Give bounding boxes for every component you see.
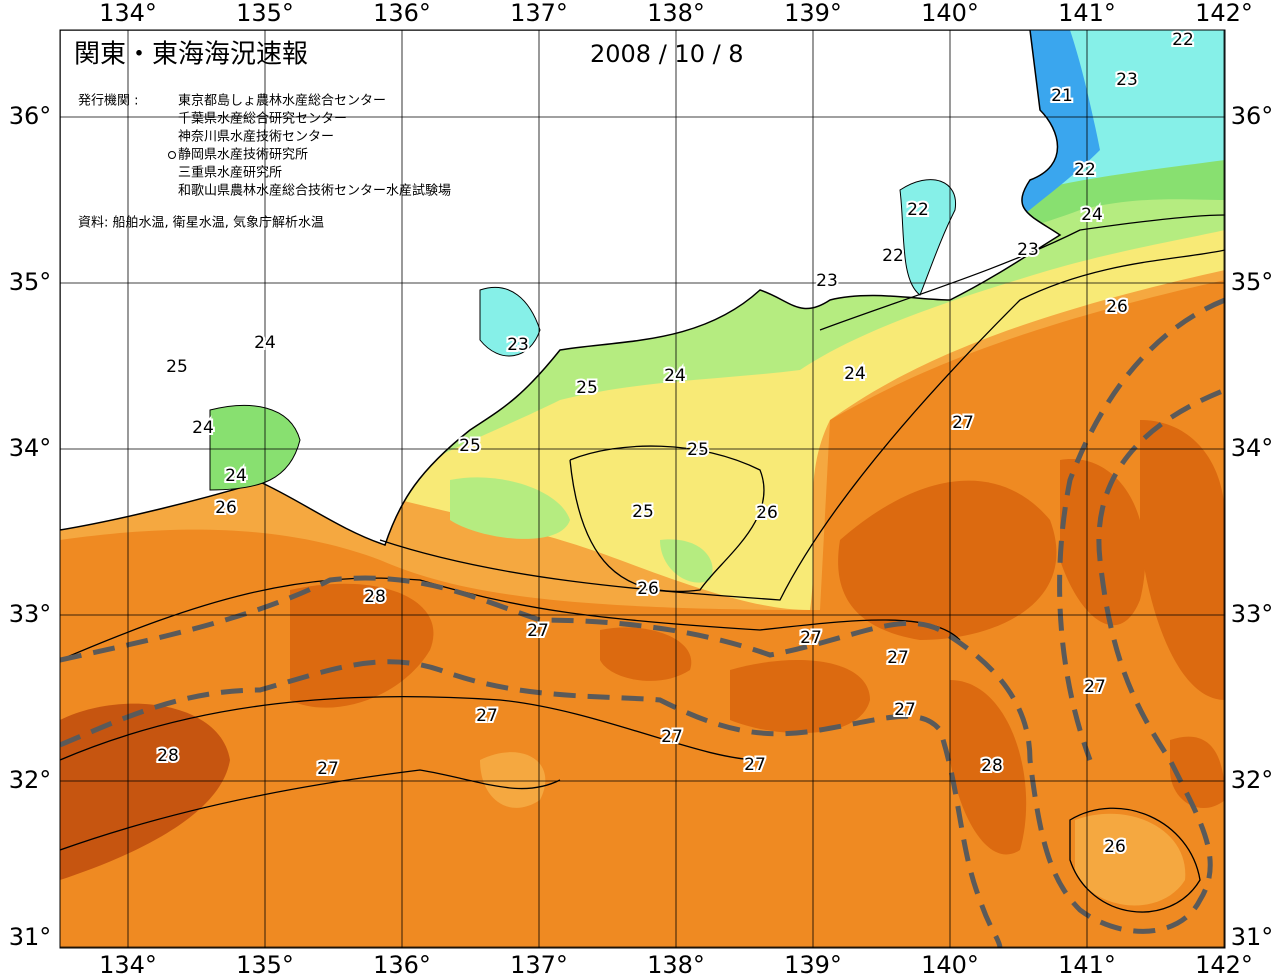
contour-label: 22 [907,200,929,220]
kuroshio-fronts [60,297,1225,948]
lon-tick-label: 137° [510,951,568,979]
lon-tick-label: 136° [373,0,431,27]
lon-tick-label: 141° [1058,0,1116,27]
contour-label: 21 [1051,86,1073,106]
contour-label: 26 [756,503,778,523]
contour-label: 23 [816,271,838,291]
lon-tick-label: 140° [921,0,979,27]
lat-tick-label: 34° [1231,434,1274,462]
publisher: 和歌山県農林水産総合技術センター水産試験場 [178,183,451,199]
axis-ticks: 134° 134° 135° 135° 136° 136° 137° 137° 138° 138°… [9,0,1274,979]
contour-label: 26 [215,498,237,518]
contour-label: 27 [1084,677,1106,697]
map-frame [59,29,1226,949]
contours [60,214,1225,913]
lon-tick-label: 140° [921,951,979,979]
lat-tick-label: 35° [9,268,52,296]
contour-label: 23 [1017,240,1039,260]
lon-tick-label: 135° [236,951,294,979]
contour-label: 24 [225,466,247,486]
contour-label: 25 [166,357,188,377]
warm-patches [60,420,1225,880]
lon-tick-label: 134° [99,951,157,979]
contour-labels: 22 23 21 22 24 23 22 22 23 26 24 25 23 24 24 25 24 27 25 25… [155,28,1196,859]
lat-tick-label: 36° [9,102,52,130]
contour-label: 25 [459,436,481,456]
contour-label: 27 [894,700,916,720]
lon-tick-label: 139° [784,0,842,27]
title: 関東・東海海況速報 [74,40,308,70]
contour-label: 25 [576,378,598,398]
lat-tick-label: 34° [9,434,52,462]
lat-tick-label: 33° [1231,600,1274,628]
tokyo-bay [899,179,956,296]
contour-label: 26 [1104,837,1126,857]
green-patch [660,539,713,583]
lat-tick-label: 32° [9,766,52,794]
contour-label: 27 [317,759,339,779]
lat-tick-label: 35° [1231,268,1274,296]
contour-label: 27 [661,727,683,747]
lat-tick-label: 33° [9,600,52,628]
contour-label: 25 [632,502,654,522]
contour-label: 22 [1074,160,1096,180]
contour-label: 27 [744,755,766,775]
contour-label: 28 [981,756,1003,776]
map-area [60,30,1225,948]
green-patch [450,477,570,539]
publisher: 東京都島しょ農林水産総合センター [178,93,386,109]
lon-tick-label: 139° [784,951,842,979]
publishers: 東京都島しょ農林水産総合センター千葉県水産総合研究センター神奈川県水産技術センタ… [178,93,451,199]
lat-tick-label: 31° [1231,923,1274,951]
publisher: 神奈川県水産技術センター [178,129,334,145]
contour-label: 27 [952,413,974,433]
contour-label: 24 [664,366,686,386]
ise-bay [479,286,541,357]
contour-label: 28 [364,587,386,607]
land [60,30,1062,546]
lon-tick-label: 142° [1195,0,1253,27]
publisher: 三重県水産研究所 [178,165,282,181]
lon-tick-label: 138° [647,0,705,27]
contour-label: 25 [687,440,709,460]
lon-tick-label: 137° [510,0,568,27]
contour-label: 24 [192,418,214,438]
author-marker [168,151,176,159]
contour-label: 23 [1116,70,1138,90]
publisher-label: 発行機関 : [78,94,139,109]
osaka-bay [209,404,301,491]
date: 2008 / 10 / 8 [590,40,744,68]
lon-tick-label: 141° [1058,951,1116,979]
contour-label: 27 [887,648,909,668]
contour-label: 27 [476,706,498,726]
contour-label: 24 [1081,205,1103,225]
contour-label: 26 [1106,297,1128,317]
contour-label: 27 [800,628,822,648]
lat-tick-label: 36° [1231,102,1274,130]
lon-tick-label: 134° [99,0,157,27]
source: 資料: 船舶水温, 衛星水温, 気象庁解析水温 [78,215,324,231]
lat-tick-label: 31° [9,923,52,951]
lon-tick-label: 138° [647,951,705,979]
lon-tick-label: 136° [373,951,431,979]
contour-label: 26 [637,579,659,599]
contour-label: 24 [844,364,866,384]
contour-label: 28 [157,746,179,766]
publisher: 静岡県水産技術研究所 [178,147,308,163]
contour-label: 27 [527,621,549,641]
lon-tick-label: 135° [236,0,294,27]
lat-tick-label: 32° [1231,766,1274,794]
contour-label: 24 [254,333,276,353]
publisher: 千葉県水産総合研究センター [178,111,347,127]
graticule [60,30,1225,948]
contour-label: 22 [1172,30,1194,50]
contour-label: 22 [882,246,904,266]
contour-label: 23 [507,335,529,355]
lon-tick-label: 142° [1195,951,1253,979]
